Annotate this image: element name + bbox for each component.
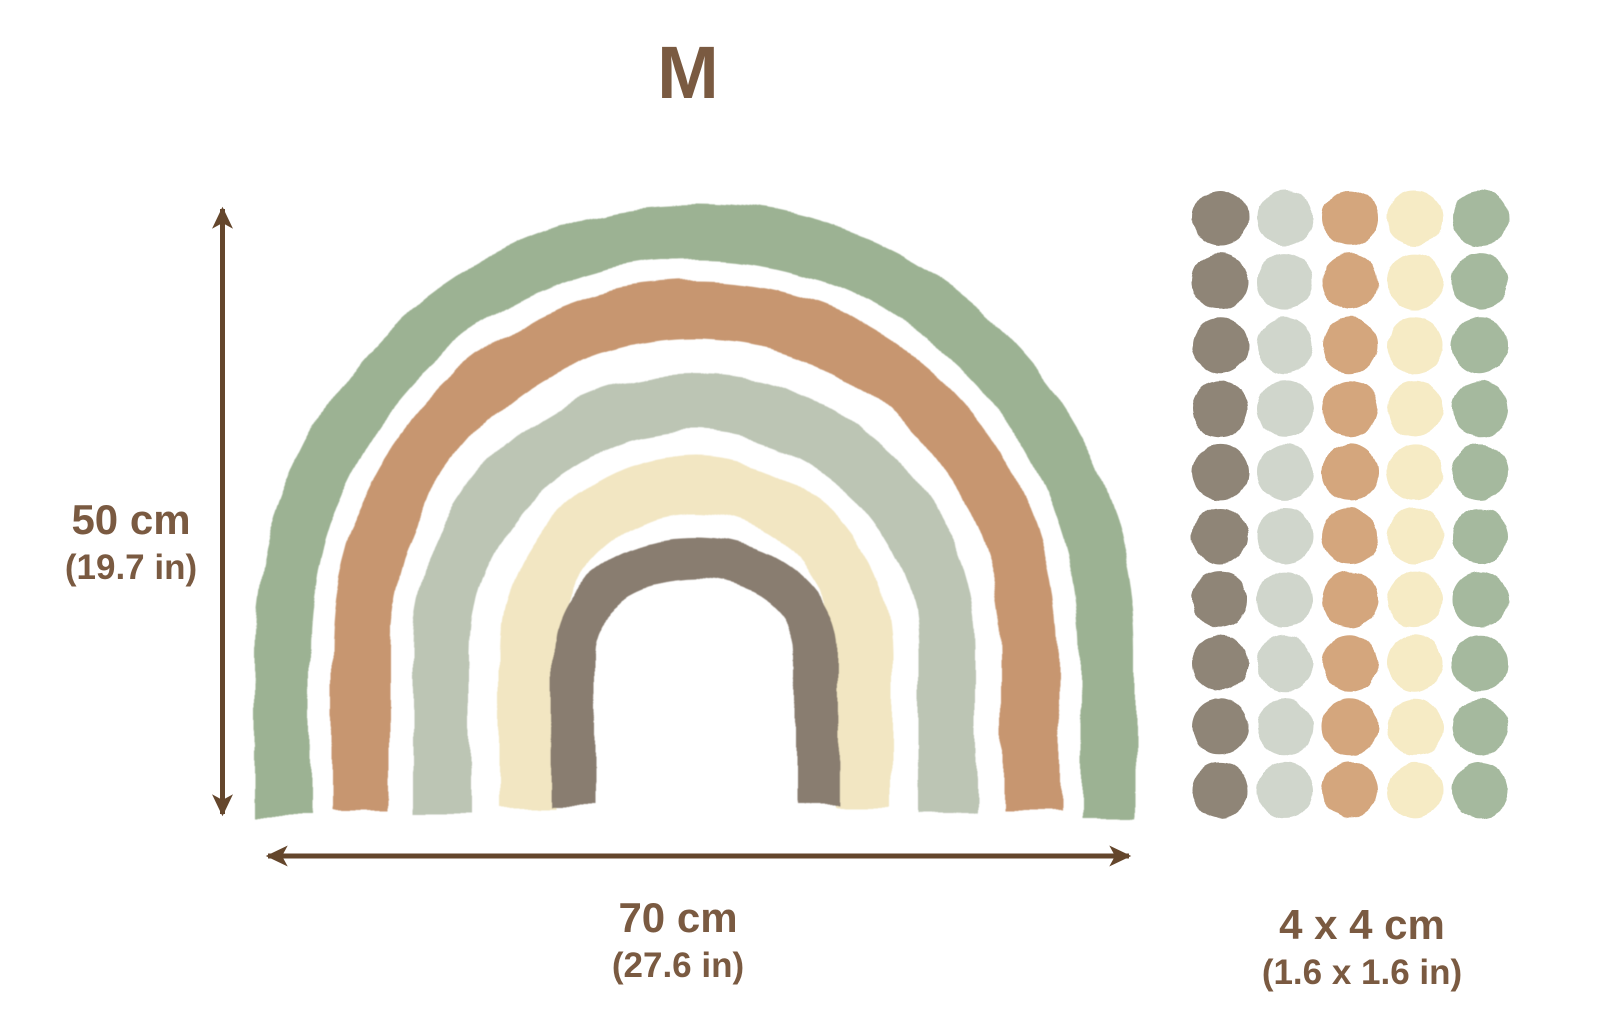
dot xyxy=(1387,380,1443,437)
width-dimension-imperial: (27.6 in) xyxy=(611,946,745,985)
dot xyxy=(1322,571,1378,628)
rainbow-arc-sage xyxy=(413,374,977,814)
dot xyxy=(1322,444,1378,501)
dot xyxy=(1452,635,1508,692)
height-dimension-label: 50 cm (19.7 in) xyxy=(64,496,198,587)
dot xyxy=(1322,380,1378,437)
dot xyxy=(1322,508,1378,564)
dot xyxy=(1387,635,1443,692)
rainbow-arc-brown xyxy=(552,537,838,806)
dot xyxy=(1322,762,1378,819)
dimension-arrows xyxy=(212,206,1132,867)
rainbow-arc-cream xyxy=(499,455,891,808)
dot xyxy=(1387,253,1443,310)
dot xyxy=(1452,317,1508,374)
dot xyxy=(1452,253,1508,310)
dot xyxy=(1192,762,1248,819)
dot xyxy=(1387,698,1443,755)
dot xyxy=(1192,698,1248,755)
dot xyxy=(1192,253,1248,310)
dots-size-imperial: (1.6 x 1.6 in) xyxy=(1261,953,1463,992)
dot xyxy=(1257,380,1313,437)
rainbow-arc-terracotta xyxy=(331,281,1059,812)
dot xyxy=(1452,571,1508,628)
dot xyxy=(1257,190,1313,246)
dot xyxy=(1387,190,1443,246)
dots-size-label: 4 x 4 cm (1.6 x 1.6 in) xyxy=(1261,901,1463,992)
dot xyxy=(1257,698,1313,755)
dot xyxy=(1387,762,1443,819)
width-dimension-value: 70 cm xyxy=(618,894,738,941)
dot xyxy=(1257,762,1313,819)
height-dimension-imperial: (19.7 in) xyxy=(64,548,198,587)
dot xyxy=(1257,444,1313,501)
dot xyxy=(1387,317,1443,374)
dot xyxy=(1452,508,1508,564)
dot xyxy=(1322,253,1378,310)
dot xyxy=(1192,571,1248,628)
size-label: M xyxy=(657,31,719,114)
dot xyxy=(1387,571,1443,628)
rainbow xyxy=(254,204,1136,818)
dot xyxy=(1257,317,1313,374)
dot xyxy=(1192,508,1248,564)
width-dimension-label: 70 cm (27.6 in) xyxy=(611,894,745,985)
dot xyxy=(1452,444,1508,501)
height-dimension-value: 50 cm xyxy=(71,496,191,543)
dot xyxy=(1322,635,1378,692)
dot xyxy=(1257,635,1313,692)
dot xyxy=(1257,571,1313,628)
dot xyxy=(1192,317,1248,374)
dot xyxy=(1322,317,1378,374)
dot xyxy=(1257,253,1313,310)
dot xyxy=(1387,444,1443,501)
dot xyxy=(1192,635,1248,692)
dots-size-value: 4 x 4 cm xyxy=(1279,901,1445,948)
dot xyxy=(1452,762,1508,819)
dot xyxy=(1452,380,1508,437)
dot xyxy=(1257,508,1313,564)
dot xyxy=(1322,190,1378,246)
rainbow-arc-green xyxy=(254,204,1136,818)
dot xyxy=(1192,190,1248,246)
dot xyxy=(1452,698,1508,755)
dot xyxy=(1387,508,1443,564)
dot xyxy=(1192,380,1248,437)
dots-grid xyxy=(1192,190,1508,819)
dot xyxy=(1322,698,1378,755)
dot xyxy=(1452,190,1508,246)
dot xyxy=(1192,444,1248,501)
